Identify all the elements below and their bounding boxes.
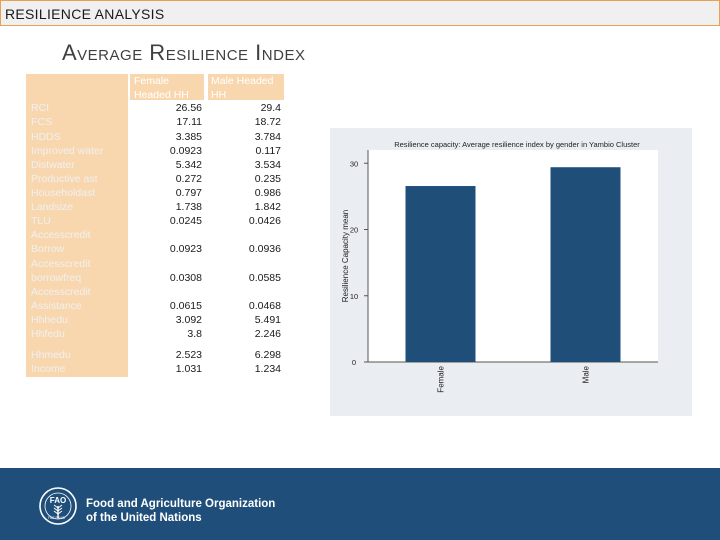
row-label: HDDS (31, 131, 61, 143)
y-tick-label: 20 (350, 226, 358, 235)
bar-male (550, 167, 621, 362)
female-value: 0.0308 (169, 272, 202, 284)
female-header-bg (130, 74, 204, 100)
female-value: 3.8 (187, 328, 202, 340)
org-name-line2: of the United Nations (86, 512, 202, 524)
male-value: 1.842 (254, 201, 281, 213)
row-label: Income (31, 363, 66, 375)
section-header-bar: RESILIENCE ANALYSIS (0, 0, 720, 26)
row-label: Landsize (31, 201, 74, 213)
male-value: 18.72 (254, 116, 281, 128)
footer-banner (0, 468, 720, 540)
female-value: 0.0245 (169, 215, 202, 227)
row-label: Hhhedu (31, 314, 68, 326)
female-column-header: Female Headed HH (134, 75, 189, 101)
svg-text:FIAT PANIS: FIAT PANIS (48, 516, 65, 520)
male-value: 3.784 (254, 131, 281, 143)
male-value: 0.0585 (248, 272, 281, 284)
x-tick-label: Male (582, 365, 591, 383)
female-value: 3.092 (175, 314, 202, 326)
female-value: 3.385 (175, 131, 202, 143)
org-name-line1: Food and Agriculture Organization (86, 498, 276, 510)
female-value: 1.031 (175, 363, 202, 375)
male-value: 6.298 (254, 349, 281, 361)
female-value: 17.11 (176, 116, 203, 128)
male-value: 0.0936 (248, 243, 281, 255)
row-label: FCS (31, 116, 52, 128)
row-label: Improved water (31, 145, 104, 157)
slide-title: Average Resilience Index (62, 40, 306, 65)
section-label: RESILIENCE ANALYSIS (5, 6, 165, 22)
x-tick-label: Female (437, 365, 446, 392)
female-value: 5.342 (175, 159, 202, 171)
male-value: 0.0426 (248, 215, 281, 227)
resilience-bar-chart: Resilience capacity: Average resilience … (341, 140, 658, 393)
female-value: 0.272 (175, 173, 202, 185)
y-tick-label: 10 (350, 292, 358, 301)
chart-y-axis-label: Resilience Capacity mean (341, 210, 350, 303)
row-label: Hhfedu (31, 328, 65, 340)
label-column-bg (26, 74, 128, 377)
female-value: 2.523 (175, 349, 202, 361)
male-value: 0.117 (255, 145, 282, 157)
male-value: 5.491 (254, 314, 281, 326)
bar-female (405, 186, 476, 362)
male-value: 3.534 (254, 159, 281, 171)
fao-emblem-icon: FAO FIAT PANIS (39, 487, 77, 525)
female-value: 1.738 (175, 201, 202, 213)
male-value: 0.235 (254, 173, 281, 185)
row-label: Accesscredit borrowfreq (31, 258, 91, 284)
svg-text:FAO: FAO (50, 496, 66, 505)
y-tick-label: 0 (352, 358, 356, 367)
male-value: 2.246 (254, 328, 281, 340)
row-label: TLU (31, 215, 51, 227)
row-label: Accesscredit Assistance (31, 286, 91, 312)
row-label: RCI (31, 102, 50, 114)
row-label: Distwater (31, 159, 75, 171)
row-label: Productive ast (31, 173, 98, 185)
row-label: Householdast (31, 187, 96, 199)
male-value: 0.986 (254, 187, 281, 199)
male-header-bg (208, 74, 284, 100)
y-tick-label: 30 (350, 159, 358, 168)
female-value: 0.0923 (169, 145, 202, 157)
male-value: 29.4 (260, 102, 281, 114)
row-label: Hhmedu (31, 349, 71, 361)
male-value: 0.0468 (248, 300, 281, 312)
female-value: 0.0615 (169, 300, 202, 312)
female-value: 0.797 (175, 187, 202, 199)
male-column-header: Male Headed HH (211, 75, 274, 101)
chart-title: Resilience capacity: Average resilience … (394, 140, 640, 149)
male-value: 1.234 (254, 363, 281, 375)
female-value: 26.56 (175, 102, 202, 114)
row-label: Accesscredit Borrow (31, 229, 91, 255)
female-value: 0.0923 (169, 243, 202, 255)
